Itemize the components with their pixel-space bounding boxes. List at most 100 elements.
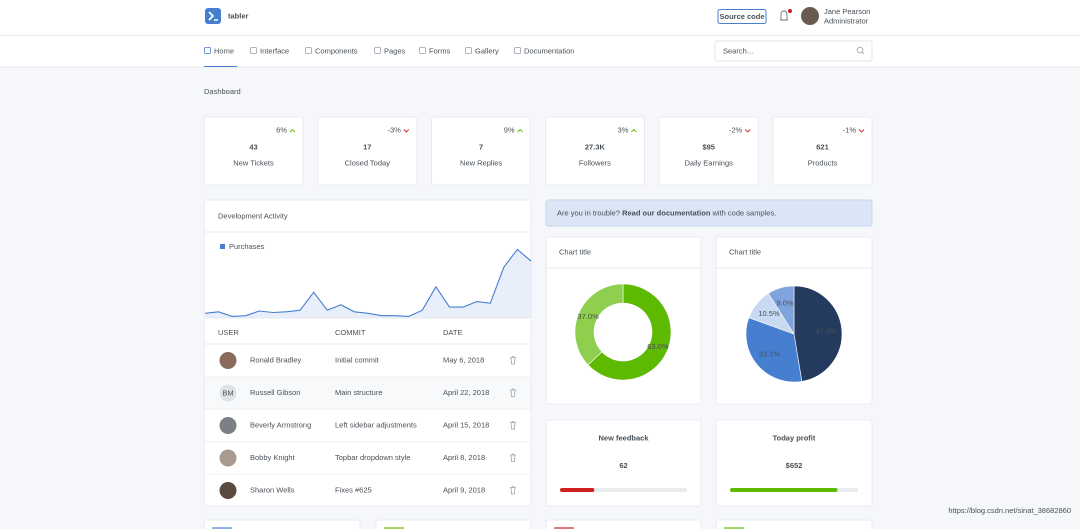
slice xyxy=(587,283,672,381)
logo-text[interactable]: tabler xyxy=(228,11,249,20)
chart-card xyxy=(545,236,702,405)
avatar-initials: BM xyxy=(222,388,233,397)
avatar xyxy=(219,417,237,434)
delete-icon[interactable] xyxy=(510,421,516,430)
stat-value: 43 xyxy=(249,142,257,151)
activity-title: Development Activity xyxy=(218,211,288,220)
alert xyxy=(545,199,873,227)
stat-value: 7 xyxy=(479,142,483,151)
slice-label: 33.1% xyxy=(759,349,781,358)
alert-text: Are you in trouble? Read our documentati… xyxy=(557,208,776,217)
stat-trend-arrow xyxy=(289,128,296,133)
slice xyxy=(793,285,843,382)
stat-card xyxy=(545,116,645,186)
activity-area xyxy=(205,249,531,318)
stat-value: 27.3K xyxy=(585,142,606,151)
slice xyxy=(574,283,624,366)
avatar xyxy=(219,449,237,467)
search-icon-handle xyxy=(861,51,865,55)
commit-date: April 15, 2018 xyxy=(443,420,489,429)
delete-icon[interactable] xyxy=(510,453,516,462)
user-role: Administrator xyxy=(824,16,869,25)
delete-icon[interactable] xyxy=(510,356,516,365)
nav-item[interactable]: Documentation xyxy=(524,46,574,55)
kpi-value: 62 xyxy=(619,461,627,470)
activity-line xyxy=(204,248,532,317)
user-name: Sharon Wells xyxy=(250,485,295,494)
nav-item[interactable]: Forms xyxy=(429,46,450,55)
legend-label: Purchases xyxy=(229,242,265,251)
stat-trend-arrow xyxy=(517,128,523,133)
user-name: Bobby Knight xyxy=(250,453,296,462)
user-name: Beverly Armstrong xyxy=(250,420,311,429)
commit-date: April 9, 2018 xyxy=(443,485,485,494)
stat-change: -1% xyxy=(843,125,857,134)
header-bar xyxy=(0,0,1080,35)
alert-tail: with code samples. xyxy=(712,208,777,217)
alert-link[interactable]: Read our documentation xyxy=(622,208,711,217)
nav-icon xyxy=(419,47,426,54)
page-title: Dashboard xyxy=(204,87,241,96)
search-box[interactable] xyxy=(714,40,873,62)
nav-icon xyxy=(204,47,211,54)
nav-item[interactable]: Home xyxy=(214,46,234,55)
avatar xyxy=(219,384,237,402)
table-header: USER xyxy=(218,328,239,337)
logo-glyph xyxy=(208,11,218,21)
kpi-card xyxy=(715,419,873,507)
nav-icon xyxy=(250,47,257,54)
chart-title: Chart title xyxy=(729,247,761,256)
slice-label: 9.0% xyxy=(777,298,794,307)
stat-change: -2% xyxy=(729,125,743,134)
partial-card xyxy=(375,519,532,529)
user-avatar[interactable] xyxy=(801,7,819,25)
slice-label: 37.0% xyxy=(577,312,599,321)
delete-icon[interactable] xyxy=(510,388,516,397)
slice-label: 47.4% xyxy=(815,326,837,335)
stat-label: New Replies xyxy=(460,158,502,167)
search-placeholder: Search… xyxy=(723,46,754,55)
avatar xyxy=(219,482,237,499)
nav-item[interactable]: Gallery xyxy=(475,46,499,55)
stat-label: Closed Today xyxy=(345,158,391,167)
nav-item[interactable]: Components xyxy=(315,46,358,55)
stat-trend-arrow xyxy=(631,128,637,133)
nav-icon xyxy=(374,47,381,54)
table-row-hover xyxy=(204,377,531,410)
user-name: Russell Gibson xyxy=(250,388,300,397)
nav-icon xyxy=(305,47,312,54)
stat-change: -3% xyxy=(387,125,401,134)
stat-change: 6% xyxy=(276,125,287,134)
stat-card xyxy=(772,116,873,186)
partial-card xyxy=(545,519,702,529)
commit-date: April 8, 2018 xyxy=(443,453,485,462)
bell-icon[interactable] xyxy=(780,10,788,21)
nav-item[interactable]: Pages xyxy=(384,46,406,55)
search-icon xyxy=(856,46,864,54)
stat-change: 9% xyxy=(504,125,515,134)
commit-date: May 6, 2018 xyxy=(443,355,484,364)
stat-label: New Tickets xyxy=(233,158,274,167)
nav-icon xyxy=(514,47,521,54)
slice xyxy=(767,285,795,336)
legend-swatch xyxy=(220,244,225,249)
stat-card xyxy=(658,116,759,186)
stat-trend-arrow xyxy=(403,129,410,133)
stat-trend-arrow xyxy=(858,129,865,133)
commit-message: Topbar dropdown style xyxy=(335,453,410,462)
watermark: https://blog.csdn.net/sinat_38682860 xyxy=(948,506,1071,515)
delete-icon[interactable] xyxy=(510,486,516,495)
partial-card xyxy=(203,519,361,529)
source-code-label[interactable]: Source code xyxy=(719,12,764,21)
slice-label: 10.5% xyxy=(758,309,780,318)
commit-message: Left sidebar adjustments xyxy=(335,420,417,429)
stat-card xyxy=(203,116,304,186)
user-name[interactable]: Jane Pearson xyxy=(824,7,870,16)
commit-date: April 22, 2018 xyxy=(443,388,489,397)
stat-value: $95 xyxy=(702,142,715,151)
commit-message: Main structure xyxy=(335,388,383,397)
stat-label: Products xyxy=(808,158,838,167)
nav-item[interactable]: Interface xyxy=(260,46,289,55)
source-code-button[interactable] xyxy=(717,9,767,24)
